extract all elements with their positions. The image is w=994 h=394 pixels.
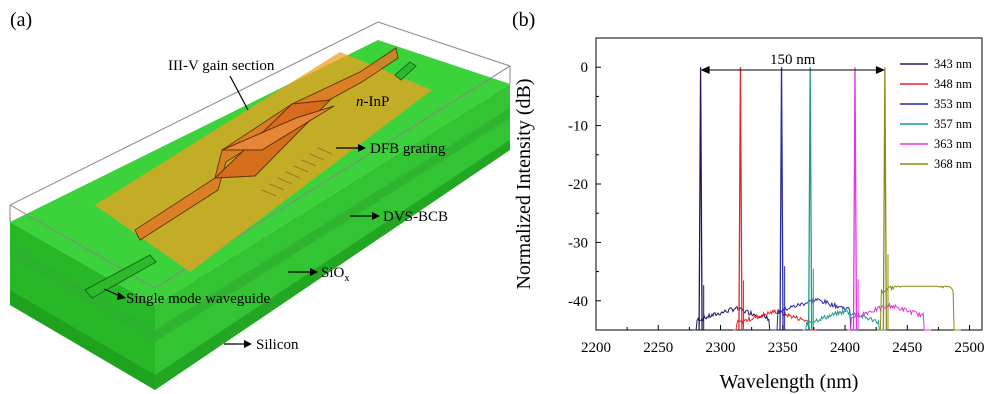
panel-b-tag: (b) <box>512 9 535 31</box>
y-tick-label: -20 <box>568 177 588 193</box>
arrow-wg <box>103 288 121 297</box>
legend-entry: 348 nm <box>934 77 972 91</box>
panel-a: (a) <box>9 9 511 390</box>
span-annotation: 150 nm <box>700 52 885 74</box>
label-gain-section: III-V gain section <box>168 58 275 74</box>
x-axis-title: Wavelength (nm) <box>720 371 859 393</box>
label-siox: SiOx <box>321 265 349 284</box>
dfb-grating <box>261 147 333 197</box>
legend-entry: 343 nm <box>934 57 972 71</box>
trace-floor <box>733 308 817 331</box>
panel-b: (b) 2200 2250 2300 2350 2400 2450 2500 0 -10 -20… <box>512 9 985 393</box>
arrow-dfb-head <box>358 144 366 152</box>
waveguide-left <box>84 254 157 299</box>
trace-peak <box>698 67 703 331</box>
arrow-gain <box>229 75 249 111</box>
x-tick-label: 2350 <box>768 340 798 356</box>
trace-peak <box>738 67 743 331</box>
trace-peak <box>779 67 784 331</box>
legend-entry: 363 nm <box>934 137 972 151</box>
legend: 343 nm 348 nm 353 nm 357 nm 363 nm 368 nm <box>900 57 972 171</box>
trace-peak <box>852 67 858 331</box>
panel-a-tag: (a) <box>10 9 32 31</box>
substrate-front <box>10 222 155 390</box>
spectrum-traces <box>693 67 962 331</box>
trace-floor <box>693 305 777 331</box>
x-tick-label: 2500 <box>955 340 985 356</box>
x-axis-ticks: 2200 2250 2300 2350 2400 2450 2500 <box>581 325 985 356</box>
trace-peak <box>808 67 813 331</box>
span-arrow-right-head <box>875 66 885 74</box>
x-tick-label: 2400 <box>830 340 860 356</box>
y-tick-label: -40 <box>568 294 588 310</box>
trace-floor <box>774 297 858 331</box>
label-silicon: Silicon <box>256 337 299 353</box>
label-dvs-bcb: DVS-BCB <box>383 209 448 225</box>
span-arrow-left-head <box>700 66 710 74</box>
y-tick-label: -30 <box>568 235 588 251</box>
trace-floor <box>877 284 962 331</box>
arrow-silicon-head <box>244 340 252 348</box>
waveguide-right <box>394 61 417 81</box>
substrate-right <box>155 84 510 390</box>
x-tick-label: 2300 <box>706 340 736 356</box>
x-tick-label: 2250 <box>643 340 673 356</box>
y-axis-ticks: 0 -10 -20 -30 -40 <box>568 60 601 331</box>
gain-section <box>134 47 399 241</box>
x-tick-label: 2450 <box>892 340 922 356</box>
legend-entry: 357 nm <box>934 117 972 131</box>
spectrum-chart: 2200 2250 2300 2350 2400 2450 2500 0 -10 -20 -30 -… <box>513 37 985 393</box>
y-tick-label: 0 <box>581 60 589 76</box>
trace-peak <box>882 67 888 331</box>
y-tick-label: -10 <box>568 119 588 135</box>
arrow-dvs-head <box>372 212 380 220</box>
trace-floor <box>847 301 932 331</box>
cladding-outline <box>9 21 511 222</box>
label-single-mode-waveguide: Single mode waveguide <box>126 291 270 307</box>
y-axis-title: Normalized Intensity (dB) <box>513 78 535 289</box>
label-ninp: n-InP <box>356 94 389 110</box>
legend-entry: 368 nm <box>934 157 972 171</box>
legend-entry: 353 nm <box>934 97 972 111</box>
arrow-wg-head <box>117 292 126 300</box>
x-tick-label: 2200 <box>581 340 611 356</box>
span-label: 150 nm <box>770 52 816 68</box>
trace-floor <box>802 308 887 331</box>
arrow-siox-head <box>310 268 318 276</box>
label-dfb-grating: DFB grating <box>370 141 446 157</box>
